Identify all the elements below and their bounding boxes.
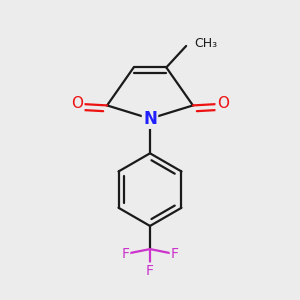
Text: N: N: [143, 110, 157, 128]
Text: F: F: [171, 247, 179, 261]
Text: CH₃: CH₃: [194, 37, 218, 50]
Text: F: F: [146, 263, 154, 278]
Text: O: O: [217, 96, 229, 111]
Text: O: O: [71, 96, 83, 111]
Text: F: F: [121, 247, 129, 261]
